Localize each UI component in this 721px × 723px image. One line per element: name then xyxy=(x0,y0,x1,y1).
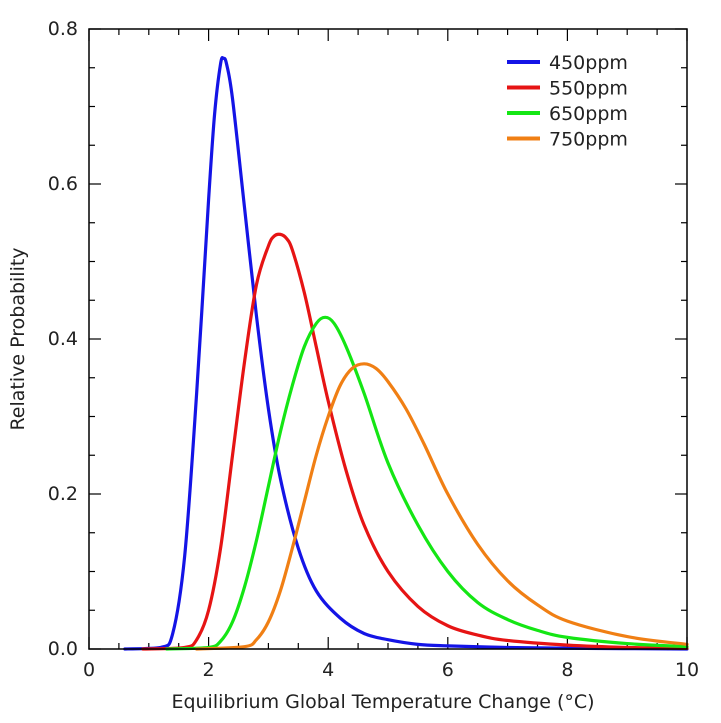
y-tick-label: 0.4 xyxy=(48,328,78,350)
series-lines-layer xyxy=(123,56,689,651)
x-tick-label: 6 xyxy=(442,659,454,681)
legend-label-550ppm: 550ppm xyxy=(549,78,628,100)
x-tick-label: 0 xyxy=(83,659,95,681)
y-tick-label: 0.0 xyxy=(48,638,78,660)
series-line-450ppm xyxy=(123,56,689,651)
series-line-650ppm xyxy=(165,315,689,651)
x-axis-title: Equilibrium Global Temperature Change (°… xyxy=(171,691,594,713)
legend-label-750ppm: 750ppm xyxy=(549,129,628,151)
legend: 450ppm 550ppm 650ppm 750ppm xyxy=(507,52,628,151)
y-tick-label: 0.8 xyxy=(48,18,78,40)
x-tick-label: 4 xyxy=(322,659,334,681)
y-tick-label: 0.2 xyxy=(48,483,78,505)
plot-frame xyxy=(88,28,688,650)
x-tick-label: 2 xyxy=(203,659,215,681)
series-line-750ppm xyxy=(195,362,689,651)
tick-labels-layer: 0 2 4 6 8 10 0.0 0.2 0.4 0.6 0.8 xyxy=(48,18,699,681)
legend-label-650ppm: 650ppm xyxy=(549,103,628,125)
x-tick-label: 8 xyxy=(561,659,573,681)
series-line-550ppm xyxy=(141,232,689,651)
y-tick-label: 0.6 xyxy=(48,173,78,195)
legend-label-450ppm: 450ppm xyxy=(549,52,628,74)
y-axis-title: Relative Probability xyxy=(7,247,29,430)
x-tick-label: 10 xyxy=(675,659,699,681)
